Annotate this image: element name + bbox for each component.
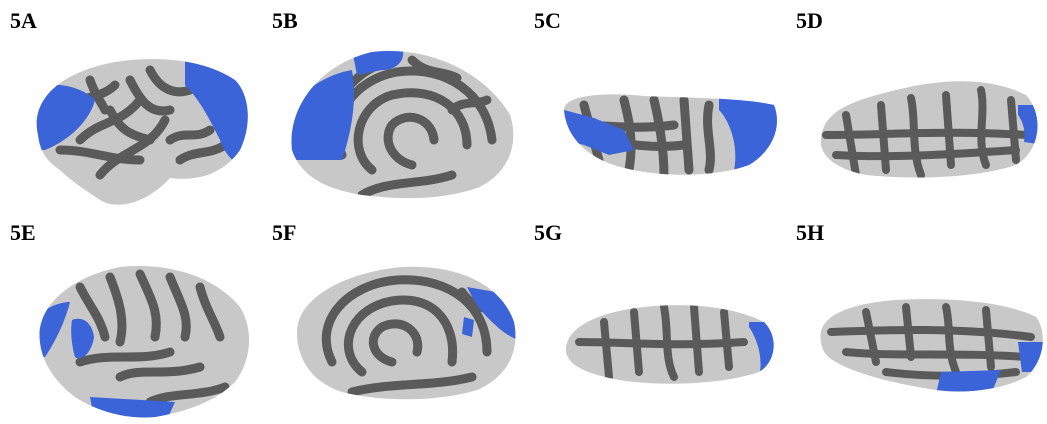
panel-5h: 5H (786, 212, 1047, 424)
panel-5c: 5C (524, 0, 786, 212)
panel-5g: 5G (524, 212, 786, 424)
brain-surface-image (36, 59, 248, 205)
panel-5f: 5F (262, 212, 524, 424)
panel-label: 5D (796, 8, 823, 33)
brain-surface-image (291, 50, 514, 199)
panel-label: 5A (10, 8, 37, 33)
panel-label: 5B (272, 8, 298, 33)
panel-5e: 5E (0, 212, 262, 424)
brain-surface-image (297, 266, 516, 400)
panel-label: 5E (10, 220, 36, 245)
brain-surface-image (39, 266, 250, 418)
panel-label: 5H (796, 220, 825, 245)
panel-5a: 5A (0, 0, 262, 212)
brain-surface-image (820, 299, 1043, 392)
brain-surface-image (564, 94, 777, 175)
panel-label: 5C (534, 8, 561, 33)
brain-surface-image (820, 81, 1038, 178)
panel-label: 5F (272, 220, 297, 245)
panel-5d: 5D (786, 0, 1047, 212)
brain-surface-image (565, 305, 774, 384)
panel-5b: 5B (262, 0, 524, 212)
panel-label: 5G (534, 220, 563, 245)
